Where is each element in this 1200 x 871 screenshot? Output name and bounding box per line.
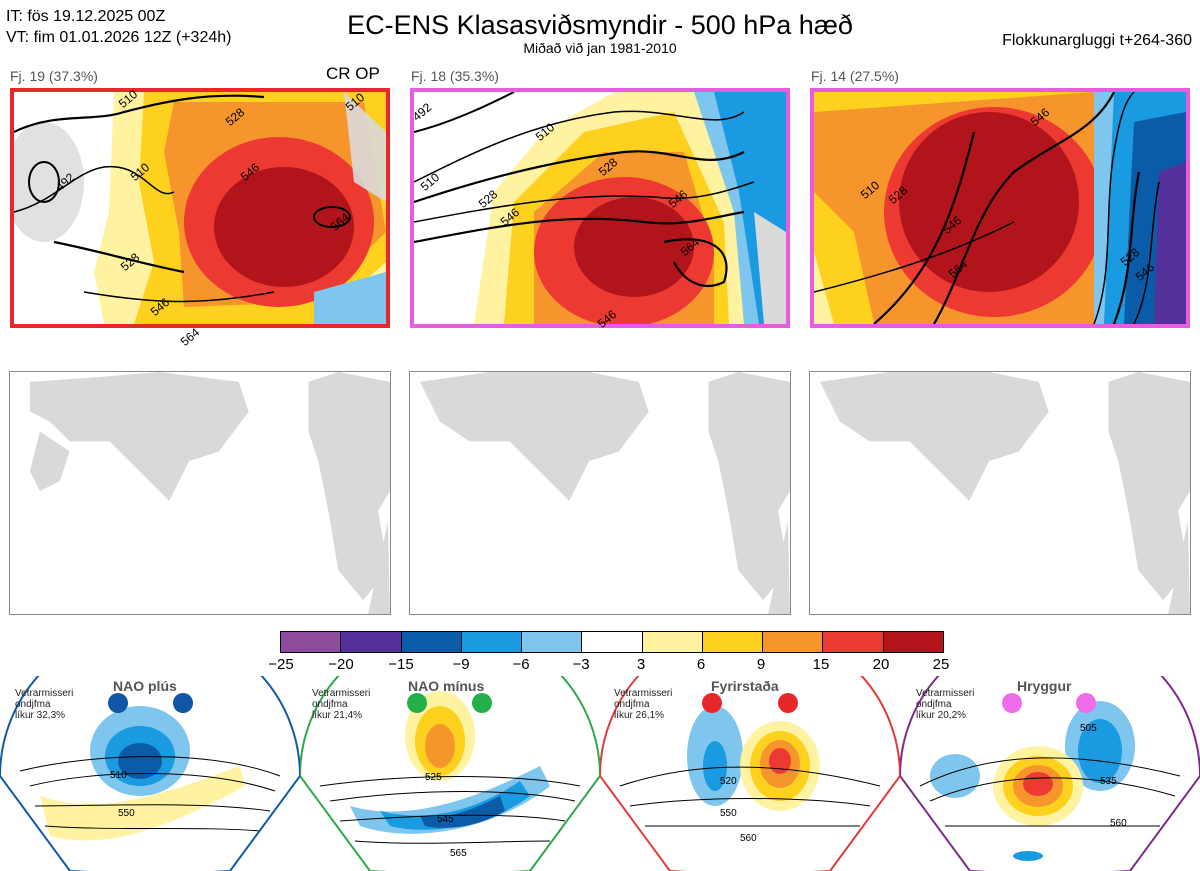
regime-blocking[interactable]: 520 550 560 Vetrarmisseri ondjfma líkur … xyxy=(600,676,900,871)
crop-label: CR OP xyxy=(326,64,380,83)
colorbar-segment xyxy=(763,632,824,652)
regime-1-contour-b: 550 xyxy=(118,808,135,819)
page-subtitle: Miðað við jan 1981-2010 xyxy=(523,40,677,56)
cluster-panel-3[interactable] xyxy=(810,88,1190,328)
cluster-window: Flokkunargluggi t+264-360 xyxy=(1002,32,1192,49)
regime-2-title: NAO mínus xyxy=(408,678,485,694)
map-panel-3[interactable] xyxy=(809,371,1191,615)
colorbar-segment xyxy=(823,632,884,652)
regime-4-contour-b: 535 xyxy=(1100,776,1117,787)
colorbar-segment xyxy=(883,632,943,652)
colorbar-tick: −20 xyxy=(328,656,354,673)
regime-1-title: NAO plús xyxy=(113,678,177,694)
colorbar-segment xyxy=(642,632,703,652)
run-info: IT: fös 19.12.2025 00Z VT: fim 01.01.202… xyxy=(6,6,231,48)
regime-2-contour-a: 525 xyxy=(425,772,442,783)
regime-4-desc: Vetrarmisseri ondjfma líkur 20,2% xyxy=(916,688,975,721)
regime-nao-plus[interactable]: 510 550 Vetrarmisseri ondjfma líkur 32,3… xyxy=(0,676,300,871)
regime-3-contour-b: 550 xyxy=(720,808,737,819)
colorbar-tick: −3 xyxy=(572,656,590,673)
colorbar-segment xyxy=(582,632,643,652)
map-panel-2[interactable] xyxy=(409,371,791,615)
regime-map-2: 525 545 565 xyxy=(300,676,600,871)
landmass-1 xyxy=(29,372,390,614)
colorbar-tick: 3 xyxy=(636,656,646,673)
colorbar-tick: −25 xyxy=(268,656,294,673)
regime-4-contour-a: 505 xyxy=(1080,723,1097,734)
regime-3-desc: Vetrarmisseri ondjfma líkur 26,1% xyxy=(614,688,673,721)
init-time: IT: fös 19.12.2025 00Z xyxy=(6,8,166,25)
colorbar-tick: 6 xyxy=(696,656,706,673)
regime-map-4: 505 535 560 xyxy=(900,676,1200,871)
colorbar-tick: 15 xyxy=(812,656,830,673)
colorbar-tick: −15 xyxy=(388,656,414,673)
regime-3-contour-c: 560 xyxy=(740,833,757,844)
colorbar-segment xyxy=(461,632,523,652)
contour-label: 564 xyxy=(177,325,203,349)
regime-map-1: 510 550 xyxy=(0,676,300,871)
colorbar-segment xyxy=(702,632,764,652)
cluster-map-3 xyxy=(814,92,1186,324)
cluster-map-2 xyxy=(414,92,786,324)
colorbar-tick: 25 xyxy=(932,656,950,673)
cluster-label-3: Fj. 14 (27.5%) xyxy=(811,68,899,84)
cluster-panel-1[interactable] xyxy=(10,88,390,328)
page-title: EC-ENS Klasasviðsmyndir - 500 hPa hæð xyxy=(347,10,853,40)
regime-3-contour-a: 520 xyxy=(720,776,737,787)
regime-4-title: Hryggur xyxy=(1017,678,1072,694)
regime-ridge[interactable]: 505 535 560 Vetrarmisseri ondjfma líkur … xyxy=(900,676,1200,871)
landmass-3 xyxy=(819,372,1190,614)
regime-2-contour-c: 565 xyxy=(450,848,467,859)
cluster-map-1 xyxy=(14,92,386,324)
landmass-2 xyxy=(419,372,790,614)
cluster-label-2: Fj. 18 (35.3%) xyxy=(411,68,499,84)
valid-time: VT: fim 01.01.2026 12Z (+324h) xyxy=(6,29,232,46)
regime-1-desc: Vetrarmisseri ondjfma líkur 32,3% xyxy=(15,688,74,721)
colorbar-tick: −6 xyxy=(512,656,530,673)
colorbar-tick: −9 xyxy=(452,656,470,673)
regime-map-3: 520 550 560 xyxy=(600,676,900,871)
colorbar-tick: 9 xyxy=(756,656,766,673)
colorbar-segment xyxy=(281,632,342,652)
regime-4-contour-c: 560 xyxy=(1110,818,1127,829)
colorbar-tick: 20 xyxy=(872,656,890,673)
map-panel-1[interactable] xyxy=(9,371,391,615)
colorbar-segment xyxy=(341,632,402,652)
colorbar xyxy=(280,631,944,653)
cluster-panel-2[interactable] xyxy=(410,88,790,328)
colorbar-segment xyxy=(401,632,462,652)
regime-nao-minus[interactable]: 525 545 565 Vetrarmisseri ondjfma líkur … xyxy=(300,676,600,871)
regime-1-contour-a: 510 xyxy=(110,770,127,781)
regime-2-desc: Vetrarmisseri ondjfma líkur 21,4% xyxy=(312,688,371,721)
regime-2-contour-b: 545 xyxy=(437,814,454,825)
cluster-label-1: Fj. 19 (37.3%) xyxy=(10,68,98,84)
colorbar-segment xyxy=(522,632,583,652)
regime-3-title: Fyrirstaða xyxy=(711,678,779,694)
